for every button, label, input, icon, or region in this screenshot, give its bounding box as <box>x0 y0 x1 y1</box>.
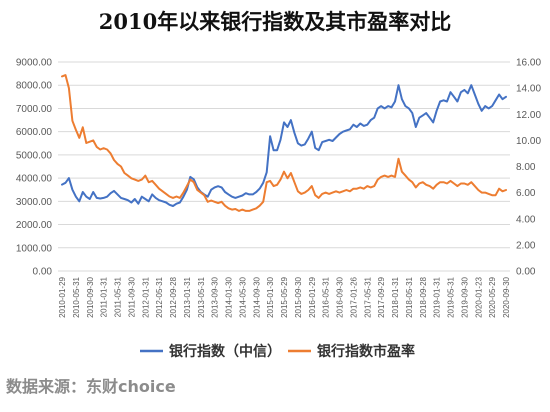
x-tick-label: 2011-09-30 <box>127 276 136 317</box>
x-tick-label: 2012-05-31 <box>155 276 164 317</box>
right-tick-label: 10.00 <box>516 136 541 147</box>
x-tick-label: 2010-09-30 <box>86 276 95 317</box>
left-tick-label: 9000.00 <box>16 58 53 69</box>
x-tick-label: 2020-01-23 <box>474 276 483 317</box>
x-tick-label: 2011-05-31 <box>114 276 123 317</box>
x-tick-label: 2016-05-31 <box>322 276 331 317</box>
right-axis: 0.00 2.00 4.00 6.00 8.00 10.00 12.00 14.00 16.00 <box>516 58 541 278</box>
x-tick-label: 2016-01-29 <box>308 276 317 317</box>
right-tick-label: 4.00 <box>516 214 536 225</box>
x-tick-label: 2018-05-31 <box>405 276 414 317</box>
right-tick-label: 8.00 <box>516 162 536 173</box>
x-tick-label: 2010-05-31 <box>72 276 81 317</box>
x-tick-label: 2012-09-28 <box>169 276 178 317</box>
legend: 银行指数（中信） 银行指数市盈率 <box>140 343 415 360</box>
x-tick-label: 2017-09-29 <box>377 276 386 317</box>
left-tick-label: 4000.00 <box>16 174 53 185</box>
x-tick-label: 2019-01-31 <box>433 276 442 317</box>
series-line-index <box>61 84 507 207</box>
x-tick-label: 2014-05-30 <box>238 276 247 317</box>
x-tick-label: 2014-01-30 <box>225 276 234 317</box>
x-tick-label: 2015-01-30 <box>266 276 275 317</box>
left-tick-label: 5000.00 <box>16 150 53 161</box>
left-tick-label: 0.00 <box>33 267 53 278</box>
x-tick-label: 2015-05-29 <box>280 276 289 317</box>
right-tick-label: 14.00 <box>516 84 541 95</box>
right-tick-label: 2.00 <box>516 240 536 251</box>
left-tick-label: 7000.00 <box>16 104 53 115</box>
x-tick-label: 2013-01-31 <box>183 276 192 317</box>
right-tick-label: 0.00 <box>516 267 536 278</box>
x-tick-label: 2013-09-30 <box>211 276 220 317</box>
left-tick-label: 2000.00 <box>16 220 53 231</box>
right-tick-label: 16.00 <box>516 58 541 69</box>
x-tick-label: 2018-09-28 <box>419 276 428 317</box>
x-tick-label: 2010-01-29 <box>58 276 67 317</box>
x-tick-label: 2016-09-30 <box>336 276 345 317</box>
left-axis: 0.00 1000.00 2000.00 3000.00 4000.00 5000.00 6… <box>16 58 53 278</box>
x-tick-label: 2017-01-26 <box>349 276 358 317</box>
x-tick-label: 2019-05-31 <box>447 276 456 317</box>
grid <box>58 61 510 272</box>
left-tick-label: 1000.00 <box>16 243 53 254</box>
series-lines <box>61 74 507 212</box>
left-tick-label: 8000.00 <box>16 81 53 92</box>
x-axis: 2010-01-29 2010-05-31 2010-09-30 2011-01-31… <box>58 276 511 317</box>
x-tick-label: 2020-05-29 <box>488 276 497 317</box>
legend-label-index: 银行指数（中信） <box>169 343 281 360</box>
right-tick-label: 6.00 <box>516 188 536 199</box>
x-tick-label: 2014-09-30 <box>252 276 261 317</box>
legend-label-pe: 银行指数市盈率 <box>317 343 415 360</box>
x-tick-label: 2020-09-30 <box>502 276 511 317</box>
left-tick-label: 6000.00 <box>16 127 53 138</box>
series-line-pe <box>61 74 507 212</box>
x-tick-label: 2019-09-30 <box>460 276 469 317</box>
x-tick-label: 2011-01-31 <box>100 276 109 317</box>
chart-title: 2010年以来银行指数及其市盈率对比 <box>98 9 452 34</box>
data-source: 数据来源：东财choice <box>6 377 176 396</box>
x-tick-label: 2015-09-30 <box>294 276 303 317</box>
x-tick-label: 2017-05-31 <box>363 276 372 317</box>
x-tick-label: 2018-01-31 <box>391 276 400 317</box>
x-tick-label: 2013-05-31 <box>197 276 206 317</box>
left-tick-label: 3000.00 <box>16 197 53 208</box>
right-tick-label: 12.00 <box>516 110 541 121</box>
x-tick-label: 2012-01-31 <box>141 276 150 317</box>
